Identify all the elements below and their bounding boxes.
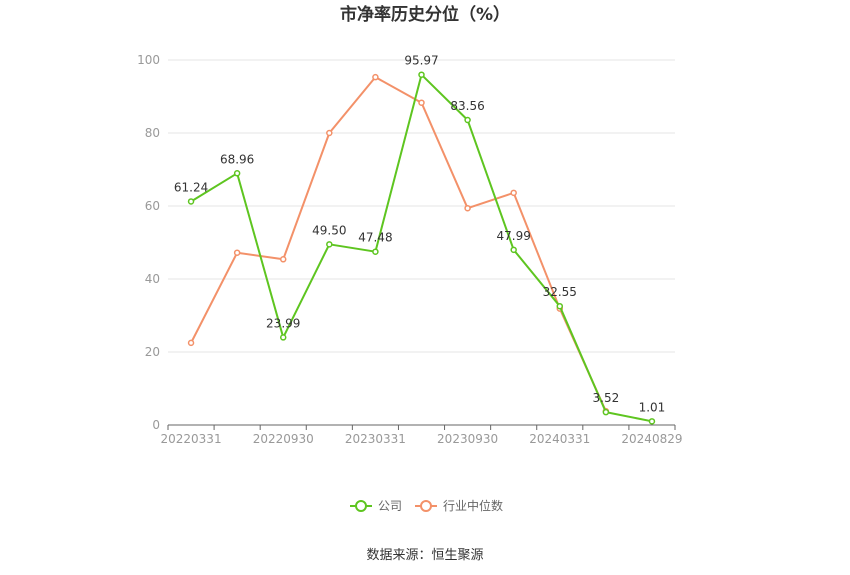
series-group <box>187 71 656 425</box>
data-label: 1.01 <box>639 400 666 414</box>
x-tick-label: 20220930 <box>253 432 314 446</box>
y-tick-label: 60 <box>145 199 160 213</box>
chart-title: 市净率历史分位（%） <box>340 4 510 25</box>
data-point <box>510 246 517 254</box>
data-point <box>510 189 517 197</box>
legend-marker <box>420 500 432 512</box>
grid <box>168 59 675 353</box>
legend-item[interactable]: 公司 <box>350 499 402 513</box>
y-tick-label: 0 <box>152 418 160 432</box>
data-label: 83.56 <box>450 99 484 113</box>
data-label: 3.52 <box>593 391 620 405</box>
data-point <box>279 334 287 341</box>
y-axis: 0 20 40 60 80 100 <box>137 53 160 432</box>
data-point <box>187 339 195 347</box>
y-tick-label: 80 <box>145 126 160 140</box>
data-point <box>464 116 471 124</box>
legend-item[interactable]: 行业中位数 <box>415 498 503 513</box>
y-tick-label: 40 <box>145 272 160 286</box>
data-label: 61.24 <box>174 180 208 194</box>
data-point <box>648 418 656 425</box>
data-labels: 61.24 68.96 23.99 49.50 47.48 95.97 83.56 47.99… <box>174 54 665 415</box>
y-tick-label: 100 <box>137 53 160 67</box>
data-label: 95.97 <box>404 54 438 68</box>
data-point <box>418 71 425 78</box>
data-point <box>418 99 425 106</box>
data-label: 32.55 <box>543 285 577 299</box>
x-tick-label: 20220331 <box>161 432 222 446</box>
data-label: 68.96 <box>220 152 254 166</box>
data-point <box>233 170 241 177</box>
legend-marker <box>355 500 367 512</box>
data-point <box>372 73 379 81</box>
x-tick-label: 20230331 <box>345 432 406 446</box>
x-tick-label: 20230930 <box>437 432 498 446</box>
legend-label: 行业中位数 <box>443 498 503 513</box>
data-point <box>556 302 564 310</box>
series-line <box>190 73 653 423</box>
x-tick-label: 20240331 <box>529 432 590 446</box>
y-tick-label: 20 <box>145 345 160 359</box>
x-tick-label: 20240829 <box>621 432 682 446</box>
data-label: 47.48 <box>358 231 392 245</box>
data-label: 49.50 <box>312 223 346 237</box>
data-point <box>326 241 333 248</box>
series-line <box>190 76 607 412</box>
data-point <box>372 248 379 255</box>
data-point <box>602 408 610 416</box>
data-label: 23.99 <box>266 316 300 330</box>
data-point <box>233 249 241 256</box>
source-note: 数据来源：恒生聚源 <box>366 548 483 563</box>
legend-label: 公司 <box>378 499 402 513</box>
data-label: 47.99 <box>497 229 531 243</box>
data-point <box>279 256 287 263</box>
x-axis: 20220331 20220930 20230331 20230930 20240331… <box>161 424 682 446</box>
data-point <box>326 129 333 137</box>
data-point <box>187 198 195 205</box>
legend[interactable]: 公司 行业中位数 <box>350 498 503 513</box>
data-point <box>464 204 471 212</box>
